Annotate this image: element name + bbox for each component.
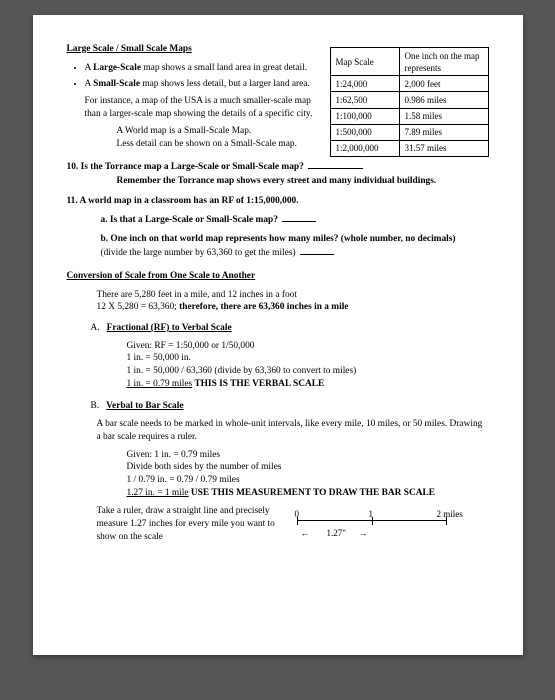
bar-scale-diagram: 0 1 2 miles ← 1.27" → xyxy=(297,508,467,539)
bar-labels: 0 1 2 miles xyxy=(297,508,467,520)
text-bold: Small-Scale xyxy=(93,79,140,89)
text-bold: therefore, there are 63,360 inches in a … xyxy=(179,302,348,312)
cell: 2,000 feet xyxy=(399,76,488,92)
table-row: 1:62,5000.986 miles xyxy=(330,92,488,108)
table-header: Map Scale xyxy=(330,48,399,76)
calc-line: Given: 1 in. = 0.79 miles xyxy=(127,449,489,462)
result-bold: THIS IS THE VERBAL SCALE xyxy=(192,379,324,389)
result-underline: 1.27 in. = 1 mile xyxy=(127,488,189,498)
cell: 1:62,500 xyxy=(330,92,399,108)
cell: 1.58 miles xyxy=(399,108,488,124)
document-page: Large Scale / Small Scale Maps A Large-S… xyxy=(33,15,523,655)
table-header-row: Map Scale One inch on the map represents xyxy=(330,48,488,76)
q10-hint: Remember the Torrance map shows every st… xyxy=(117,175,489,188)
map-scale-table: Map Scale One inch on the map represents… xyxy=(330,47,489,157)
calc-line: 1 / 0.79 in. = 0.79 / 0.79 miles xyxy=(127,474,489,487)
bar-mid-label: 1.27" xyxy=(327,527,346,539)
section-A-title: Fractional (RF) to Verbal Scale xyxy=(107,323,232,333)
bar-arrows: ← 1.27" → xyxy=(297,527,447,539)
answer-blank[interactable] xyxy=(300,254,334,255)
cell: 31.57 miles xyxy=(399,140,488,156)
result-bold: USE THIS MEASUREMENT TO DRAW THE BAR SCA… xyxy=(189,488,435,498)
question-10: 10. Is the Torrance map a Large-Scale or… xyxy=(67,161,489,174)
hint-text: (divide the large number by 63,360 to ge… xyxy=(101,248,296,258)
calc-line: Given: RF = 1:50,000 or 1/50,000 xyxy=(127,340,489,353)
q11b-hint: (divide the large number by 63,360 to ge… xyxy=(101,247,489,260)
cell: 1:100,000 xyxy=(330,108,399,124)
arrow-right-icon: → xyxy=(359,527,368,539)
table-row: 1:24,0002,000 feet xyxy=(330,76,488,92)
question-11: 11. A world map in a classroom has an RF… xyxy=(67,195,489,208)
text: map shows less detail, but a larger land… xyxy=(140,79,310,89)
b-final: Take a ruler, draw a straight line and p… xyxy=(97,505,287,543)
text: A xyxy=(85,79,94,89)
q-number: 10 xyxy=(67,162,76,172)
table-row: 1:2,000,00031.57 miles xyxy=(330,140,488,156)
table-header: One inch on the map represents xyxy=(399,48,488,76)
question-11b: b. One inch on that world map represents… xyxy=(67,233,489,246)
cell: 1:24,000 xyxy=(330,76,399,92)
bar-label-2: 2 miles xyxy=(437,508,463,520)
section-A: A. Fractional (RF) to Verbal Scale xyxy=(77,322,489,335)
conversion-heading: Conversion of Scale from One Scale to An… xyxy=(67,270,489,283)
label: A. xyxy=(91,323,100,333)
section-B-title: Verbal to Bar Scale xyxy=(106,401,183,411)
text: map shows a small land area in great det… xyxy=(141,63,307,73)
label: B. xyxy=(91,401,100,411)
calc-line: Divide both sides by the number of miles xyxy=(127,461,489,474)
cell: 1:500,000 xyxy=(330,124,399,140)
table-row: 1:100,0001.58 miles xyxy=(330,108,488,124)
calc-line: 1 in. = 50,000 in. xyxy=(127,352,489,365)
question-11a: a. Is that a Large-Scale or Small-Scale … xyxy=(67,214,489,227)
calc-line: 1 in. = 0.79 miles THIS IS THE VERBAL SC… xyxy=(127,378,489,391)
text: A xyxy=(85,63,94,73)
bar-line xyxy=(297,520,447,525)
conv-line: There are 5,280 feet in a mile, and 12 i… xyxy=(97,289,489,302)
cell: 0.986 miles xyxy=(399,92,488,108)
calc-line: 1 in. = 50,000 / 63,360 (divide by 63,36… xyxy=(127,365,489,378)
answer-blank[interactable] xyxy=(282,221,316,222)
q-text: a. Is that a Large-Scale or Small-Scale … xyxy=(101,215,278,225)
top-section: Large Scale / Small Scale Maps A Large-S… xyxy=(67,43,489,151)
cell: 7.89 miles xyxy=(399,124,488,140)
text: 12 X 5,280 = 63,360; xyxy=(97,302,180,312)
b-paragraph: A bar scale needs to be marked in whole-… xyxy=(97,418,489,443)
cell: 1:2,000,000 xyxy=(330,140,399,156)
table-row: 1:500,0007.89 miles xyxy=(330,124,488,140)
section-B: B. Verbal to Bar Scale xyxy=(77,400,489,413)
conv-line: 12 X 5,280 = 63,360; therefore, there ar… xyxy=(97,301,489,314)
answer-blank[interactable] xyxy=(308,168,363,169)
result-underline: 1 in. = 0.79 miles xyxy=(127,379,193,389)
q-text: . Is the Torrance map a Large-Scale or S… xyxy=(76,162,304,172)
arrow-left-icon: ← xyxy=(301,527,310,539)
text-bold: Large-Scale xyxy=(93,63,141,73)
calc-line: 1.27 in. = 1 mile USE THIS MEASUREMENT T… xyxy=(127,487,489,500)
note-paragraph: For instance, a map of the USA is a much… xyxy=(85,95,325,120)
